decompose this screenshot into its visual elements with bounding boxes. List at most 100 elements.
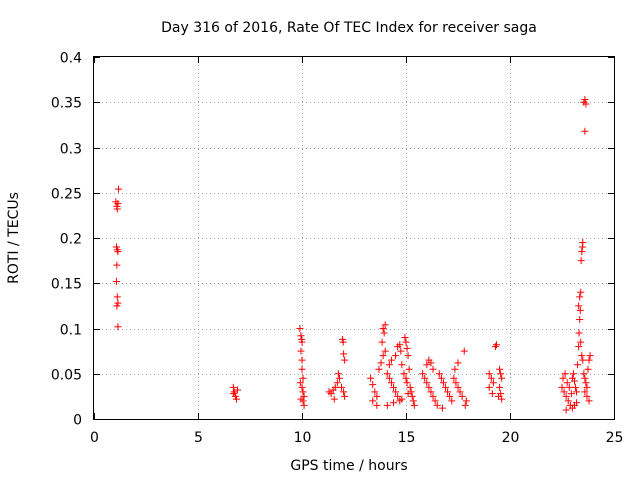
data-point (583, 392, 591, 400)
data-point (579, 239, 587, 247)
data-point (581, 374, 589, 382)
data-point (229, 383, 237, 391)
data-point (296, 379, 304, 387)
data-point (234, 386, 242, 394)
data-point (496, 383, 504, 391)
data-point (577, 257, 585, 265)
x-tick-label: 20 (502, 430, 520, 446)
data-point (113, 246, 121, 254)
y-tick-label: 0.4 (60, 51, 82, 67)
data-point (229, 390, 237, 398)
data-point (341, 392, 349, 400)
data-point (299, 397, 307, 405)
data-point (427, 359, 435, 367)
x-tick-label: 10 (294, 430, 312, 446)
data-point (387, 356, 395, 364)
data-point (394, 392, 402, 400)
data-point (113, 261, 121, 269)
data-point (298, 356, 306, 364)
data-point (297, 347, 305, 355)
data-point (232, 395, 240, 403)
data-point (421, 374, 429, 382)
data-point (582, 100, 590, 108)
data-point (576, 293, 584, 301)
x-tick-label: 25 (606, 430, 624, 446)
data-point (113, 293, 121, 301)
data-point (297, 332, 305, 340)
data-point (577, 288, 585, 296)
data-point (369, 381, 377, 389)
data-point (569, 370, 577, 378)
data-point (371, 388, 379, 396)
data-point (558, 383, 566, 391)
data-point (340, 388, 348, 396)
data-point (579, 356, 587, 364)
data-point (561, 370, 569, 378)
data-point (583, 383, 591, 391)
data-point (392, 388, 400, 396)
data-point (581, 96, 589, 104)
data-point (369, 397, 377, 405)
data-point (401, 334, 409, 342)
data-point (113, 302, 121, 310)
data-point (492, 341, 500, 349)
grid-lines (94, 57, 614, 419)
data-point (585, 356, 593, 364)
data-point (410, 401, 418, 409)
data-point (431, 397, 439, 405)
data-point (398, 361, 406, 369)
x-tick-label: 5 (194, 430, 203, 446)
y-tick-label: 0.05 (51, 368, 82, 384)
data-point (379, 325, 387, 332)
y-tick-label: 0.3 (60, 142, 82, 158)
data-point (339, 338, 347, 346)
data-point (429, 365, 437, 373)
y-tick-label: 0.25 (51, 187, 82, 203)
data-point (576, 306, 584, 314)
data-point (444, 388, 452, 396)
data-point (560, 388, 568, 396)
data-point (296, 325, 304, 332)
data-point (572, 383, 580, 391)
data-point (578, 352, 586, 360)
data-point (403, 379, 411, 387)
data-point (573, 399, 581, 407)
data-point (333, 379, 341, 387)
data-point (577, 338, 585, 346)
data-point (378, 338, 386, 346)
data-point (334, 370, 342, 378)
data-point (341, 356, 349, 364)
data-point (461, 401, 469, 409)
data-point (562, 406, 570, 414)
data-point (564, 397, 572, 405)
data-point (114, 323, 122, 331)
data-point (373, 392, 381, 400)
data-point (404, 390, 412, 398)
y-tick-labels: 0 0.05 0.1 0.15 0.2 0.25 0.3 0.35 0.4 (51, 51, 82, 429)
data-point (402, 374, 410, 382)
y-axis-title: ROTI / TECUs (6, 192, 22, 284)
data-point (495, 392, 503, 400)
data-point (408, 392, 416, 400)
data-point (586, 352, 594, 360)
data-point (419, 370, 427, 378)
data-points (112, 96, 594, 414)
x-tick-label: 0 (90, 430, 99, 446)
data-point (582, 379, 590, 387)
data-point (429, 392, 437, 400)
data-point (380, 329, 388, 337)
data-point (585, 397, 593, 405)
data-point (340, 350, 348, 358)
data-point (112, 277, 120, 285)
data-point (567, 390, 575, 398)
data-point (383, 370, 391, 378)
data-point (581, 388, 589, 396)
data-point (299, 374, 307, 382)
data-point (335, 374, 343, 382)
data-point (580, 370, 588, 378)
data-point (454, 383, 462, 391)
data-point (452, 379, 460, 387)
data-point (327, 390, 335, 398)
data-point (574, 361, 582, 369)
